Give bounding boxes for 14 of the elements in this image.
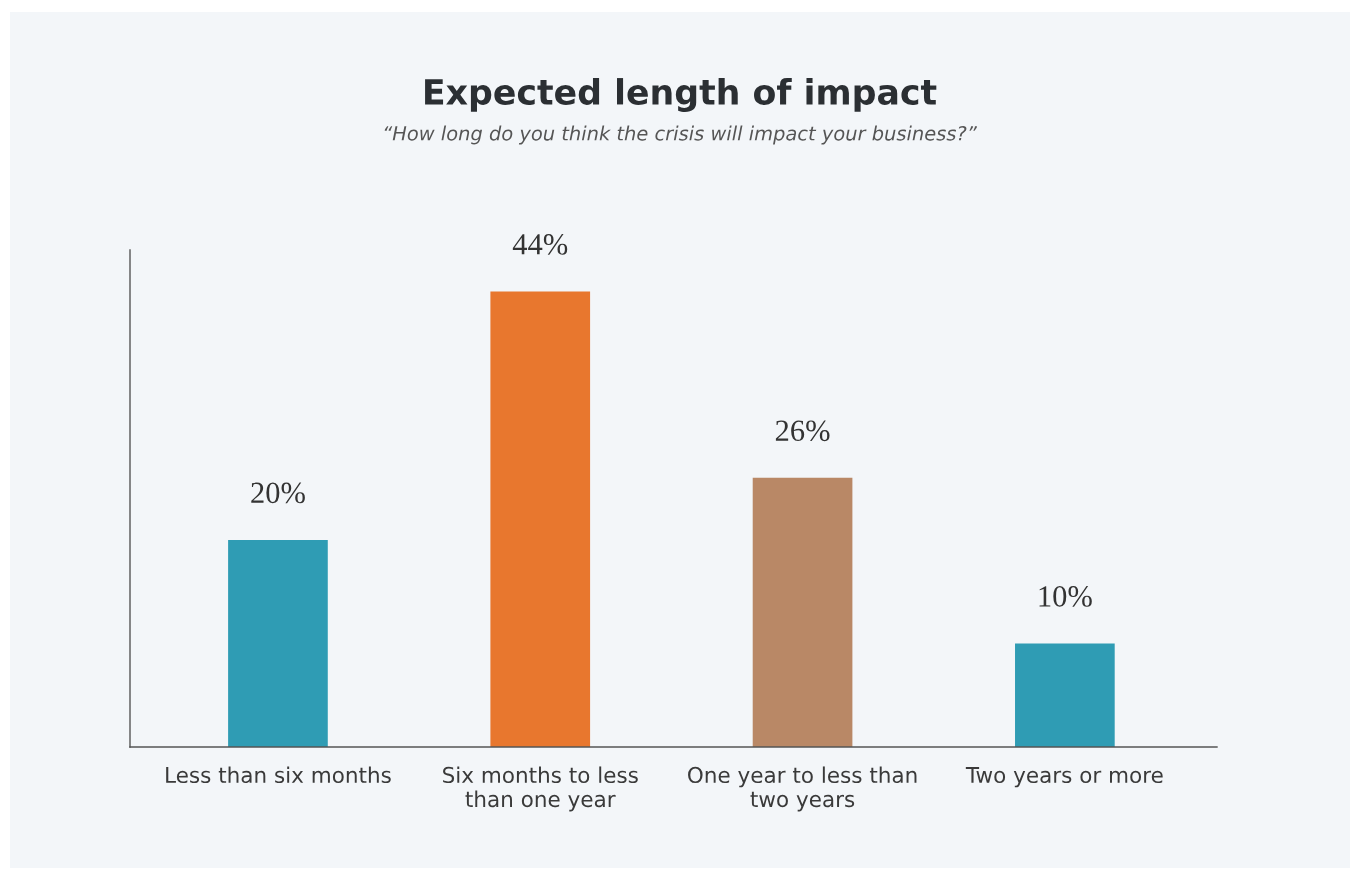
x-tick-label: Less than six months (166, 766, 391, 784)
data-label: 20% (251, 482, 305, 504)
bar (752, 477, 853, 747)
x-tick-label: Two years or more (965, 767, 1163, 788)
bar (1015, 643, 1115, 747)
chart-subtitle: “How long do you think the crisis will impact your business?” (384, 125, 977, 145)
bar (490, 291, 591, 747)
x-tick-label: Six months to less than one year (443, 766, 638, 812)
x-tick-label: One year to less than two years (688, 766, 917, 812)
bar (228, 539, 328, 747)
data-label: 10% (1039, 586, 1092, 607)
data-label: 26% (775, 420, 830, 442)
data-label: 44% (512, 234, 568, 255)
chart-title: Expected length of impact (425, 78, 937, 112)
